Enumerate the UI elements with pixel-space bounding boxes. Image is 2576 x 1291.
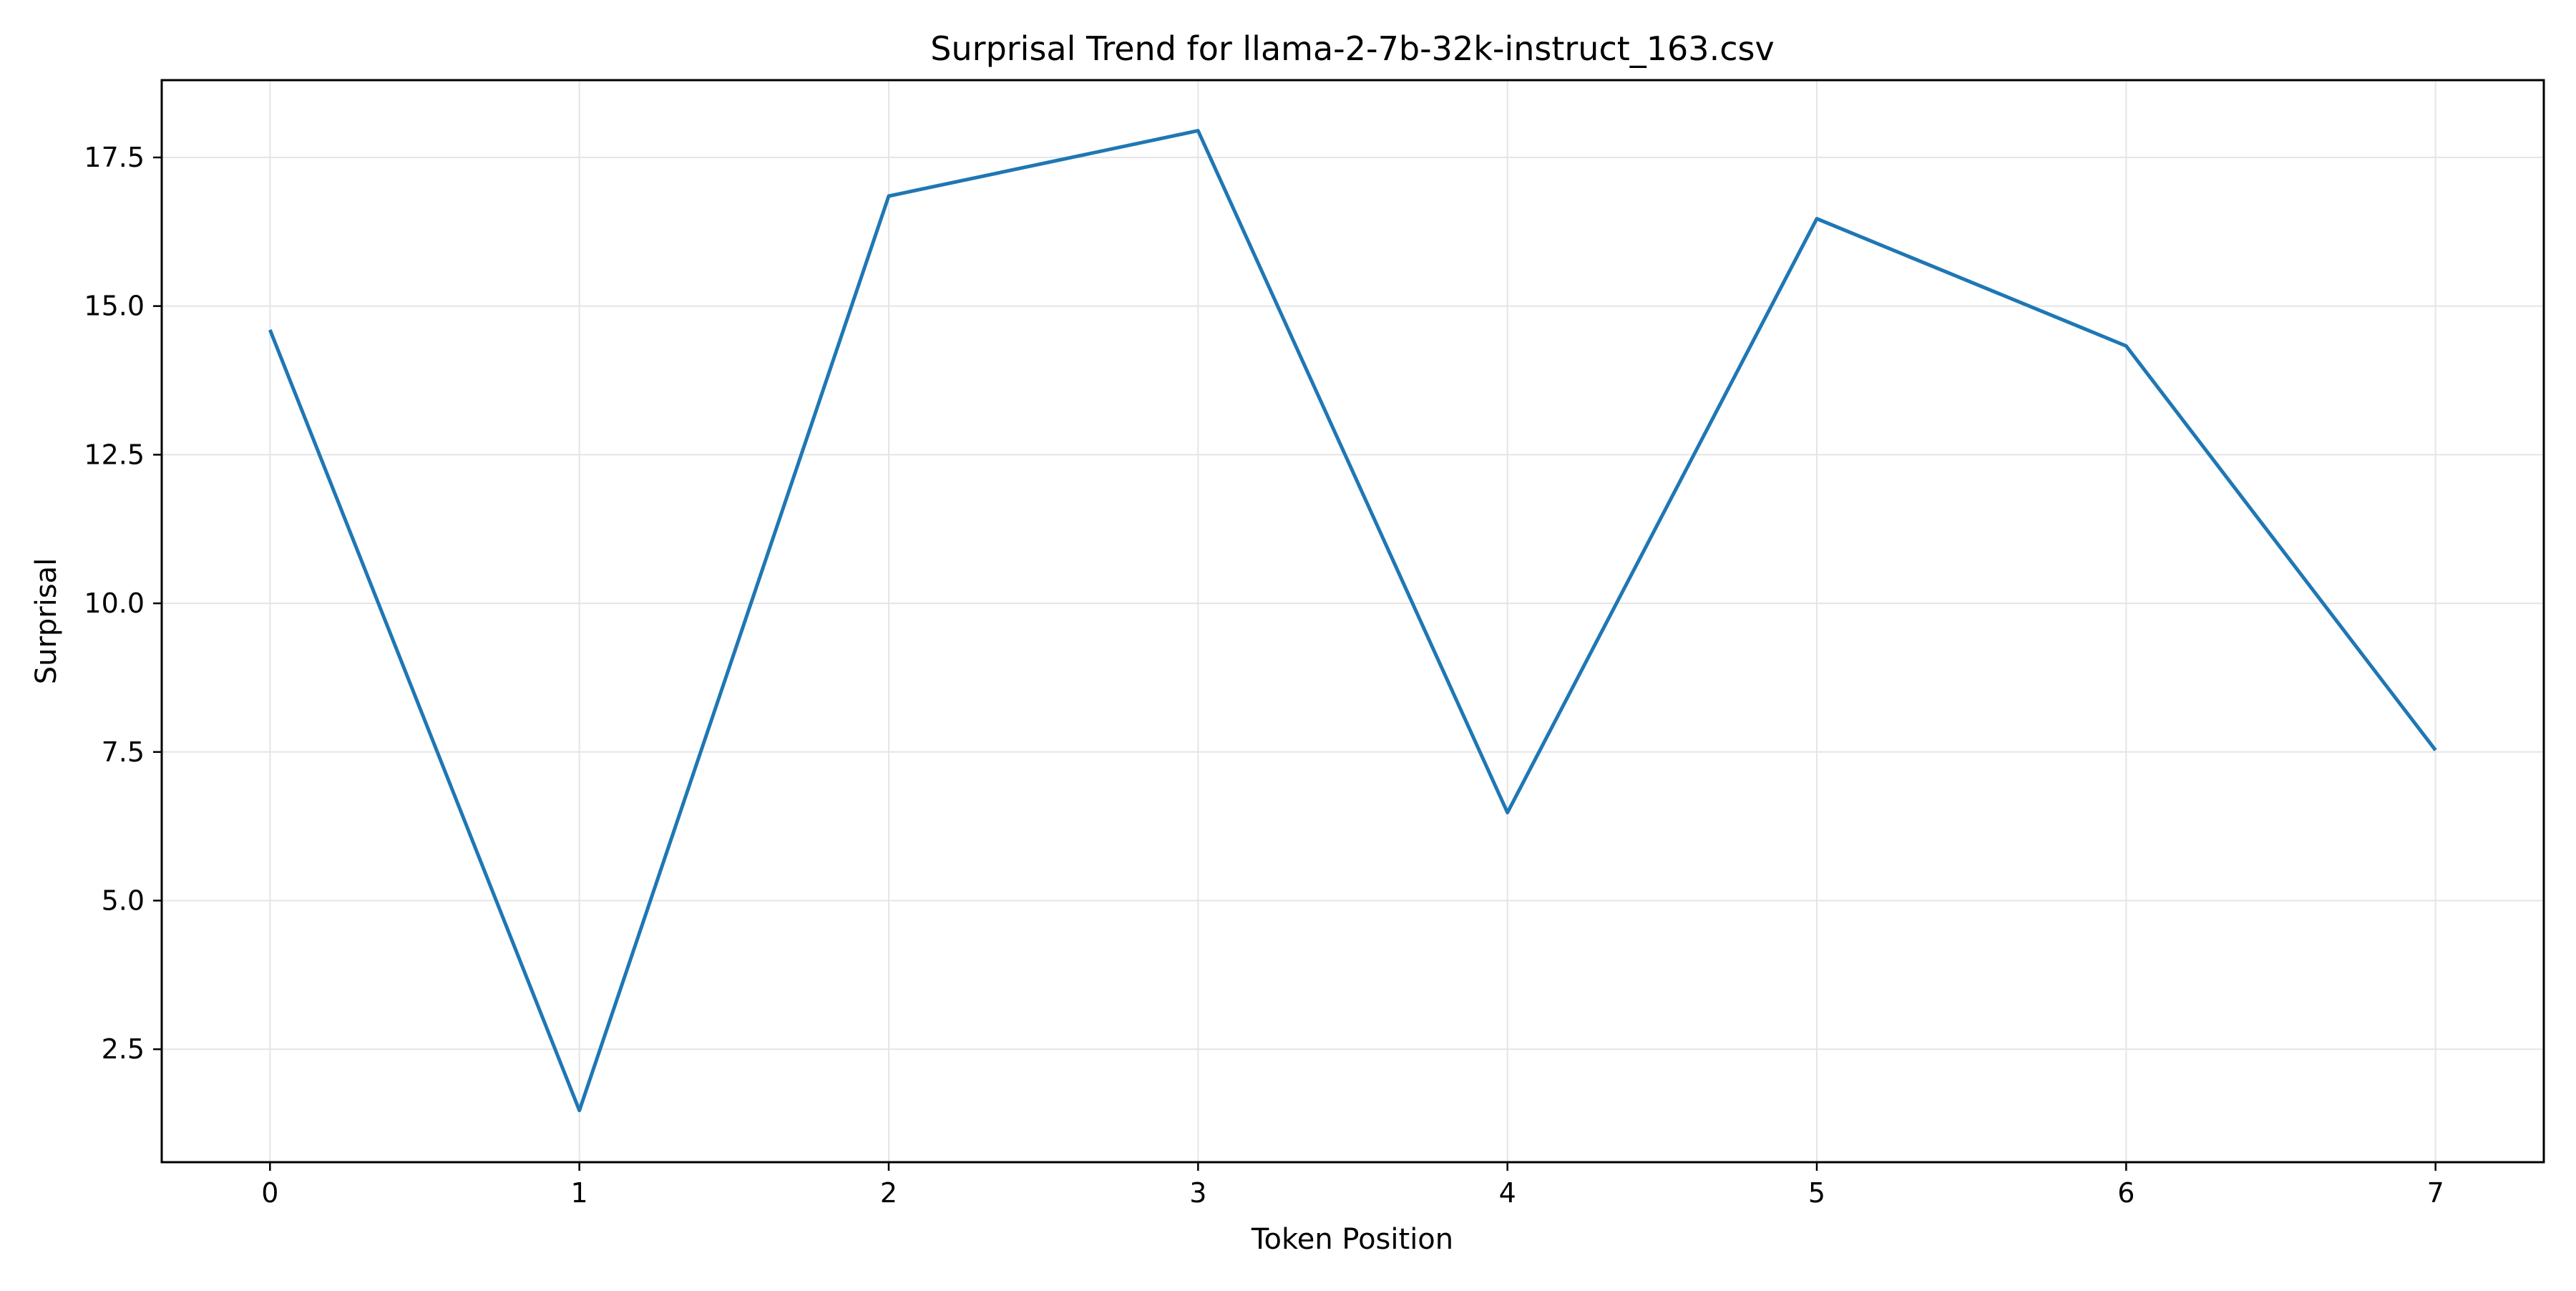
- x-tick-label: 4: [1499, 1177, 1516, 1209]
- y-tick-label: 12.5: [84, 439, 145, 470]
- y-tick-label: 17.5: [84, 142, 145, 173]
- y-axis-label: Surprisal: [30, 558, 63, 685]
- x-axis-label: Token Position: [1251, 1223, 1453, 1256]
- x-tick-label: 0: [261, 1177, 278, 1209]
- y-tick-label: 7.5: [102, 736, 145, 768]
- x-tick-label: 3: [1189, 1177, 1206, 1209]
- y-tick-label: 15.0: [84, 291, 145, 322]
- x-tick-label: 6: [2117, 1177, 2135, 1209]
- x-tick-label: 1: [571, 1177, 588, 1209]
- y-tick-label: 10.0: [84, 588, 145, 619]
- chart-title: Surprisal Trend for llama-2-7b-32k-instr…: [930, 29, 1774, 68]
- y-tick-label: 2.5: [102, 1033, 145, 1065]
- y-tick-label: 5.0: [102, 885, 145, 916]
- x-tick-label: 7: [2427, 1177, 2444, 1209]
- x-tick-label: 5: [1808, 1177, 1825, 1209]
- x-tick-label: 2: [880, 1177, 897, 1209]
